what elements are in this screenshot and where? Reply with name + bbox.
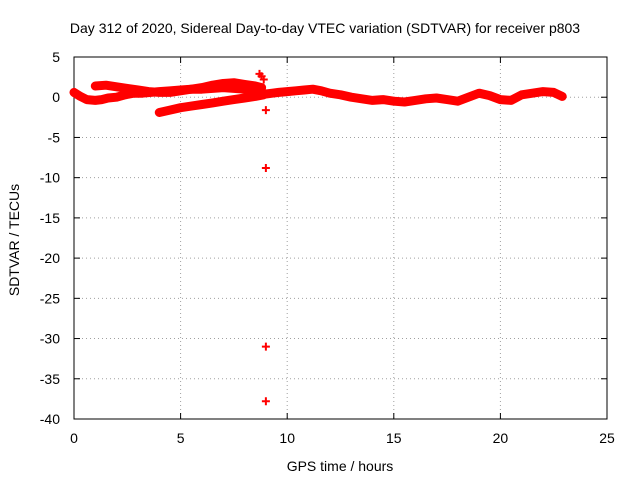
data-point <box>464 93 473 102</box>
data-point <box>197 83 206 92</box>
data-point <box>144 87 153 96</box>
y-tick-label: -5 <box>48 129 61 145</box>
data-point <box>261 164 270 173</box>
y-tick-label: -15 <box>40 210 60 226</box>
data-point <box>259 90 268 99</box>
y-tick-label: -20 <box>40 250 60 266</box>
data-point <box>432 94 441 103</box>
x-tick-label: 0 <box>70 430 78 446</box>
data-point <box>453 97 462 106</box>
x-tick-label: 15 <box>386 430 402 446</box>
data-point <box>261 342 270 351</box>
data-point <box>176 103 185 112</box>
data-point <box>257 83 266 92</box>
data-point <box>112 82 121 91</box>
data-point <box>219 97 228 106</box>
data-point <box>558 92 567 101</box>
x-tick-label: 25 <box>599 430 615 446</box>
data-point <box>101 81 110 90</box>
data-point <box>261 106 270 115</box>
data-point <box>357 94 366 103</box>
data-point <box>300 85 309 94</box>
y-axis-label: SDTVAR / TECUs <box>6 184 22 296</box>
chart-title: Day 312 of 2020, Sidereal Day-to-day VTE… <box>70 20 580 36</box>
x-tick-label: 5 <box>177 430 185 446</box>
data-point <box>91 81 100 90</box>
data-point <box>240 80 249 89</box>
data-point <box>507 96 516 105</box>
y-tick-label: 5 <box>52 49 60 65</box>
data-point <box>485 91 494 100</box>
data-point <box>283 87 292 96</box>
data-point <box>187 85 196 94</box>
data-point <box>325 89 334 98</box>
data-point <box>549 88 558 97</box>
data-point <box>251 92 260 101</box>
data-point <box>421 94 430 103</box>
x-tick-label: 20 <box>493 430 509 446</box>
data-point <box>317 86 326 95</box>
series-upper-trace <box>90 78 267 97</box>
axis-ticks: 0 5 10 15 20 25 5 0 -5 -10 -15 -20 -25 -30 -35 -40 <box>40 49 615 446</box>
data-point <box>133 85 142 94</box>
data-point <box>308 85 317 94</box>
data-point <box>197 100 206 109</box>
data-point <box>528 89 537 98</box>
grid <box>74 57 607 419</box>
data-point <box>187 102 196 111</box>
data-point <box>517 90 526 99</box>
data-point <box>347 93 356 102</box>
series-lower-trace <box>154 90 269 117</box>
data-point <box>208 98 217 107</box>
data-point <box>97 95 106 104</box>
y-tick-label: -40 <box>40 411 60 427</box>
data-point <box>411 96 420 105</box>
x-tick-label: 10 <box>279 430 295 446</box>
series-spike-and-outliers <box>255 69 270 406</box>
data-point <box>155 108 164 117</box>
data-point <box>123 84 132 93</box>
data-point <box>443 95 452 104</box>
data-point <box>240 94 249 103</box>
data-point <box>112 93 121 102</box>
y-tick-label: 0 <box>52 89 60 105</box>
y-tick-label: -30 <box>40 331 60 347</box>
data-point <box>368 96 377 105</box>
data-point <box>165 88 174 97</box>
data-point <box>336 90 345 99</box>
data-point <box>251 81 260 90</box>
data-point <box>496 95 505 104</box>
data-point <box>76 92 85 101</box>
data-point <box>82 95 91 104</box>
data-point <box>104 94 113 103</box>
plot-frame <box>73 56 608 420</box>
data-point <box>259 75 268 84</box>
data-point <box>155 88 164 97</box>
data-point <box>229 78 238 87</box>
data-point <box>261 397 270 406</box>
data-point <box>176 86 185 95</box>
data-point <box>208 81 217 90</box>
data-point <box>70 88 78 97</box>
data-point <box>291 86 300 95</box>
data-point <box>539 87 548 96</box>
data-point <box>475 89 484 98</box>
y-tick-label: -35 <box>40 371 60 387</box>
data-point <box>379 95 388 104</box>
x-axis-label: GPS time / hours <box>287 458 394 474</box>
data-point <box>229 95 238 104</box>
data-series <box>69 69 567 406</box>
data-point <box>219 79 228 88</box>
data-point <box>400 98 409 107</box>
y-tick-label: -10 <box>40 170 60 186</box>
data-point <box>389 97 398 106</box>
data-point <box>274 88 283 97</box>
data-point <box>165 106 174 115</box>
y-tick-label: -25 <box>40 290 60 306</box>
